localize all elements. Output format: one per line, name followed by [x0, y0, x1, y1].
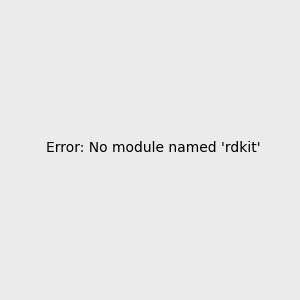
Text: Error: No module named 'rdkit': Error: No module named 'rdkit'	[46, 140, 261, 154]
